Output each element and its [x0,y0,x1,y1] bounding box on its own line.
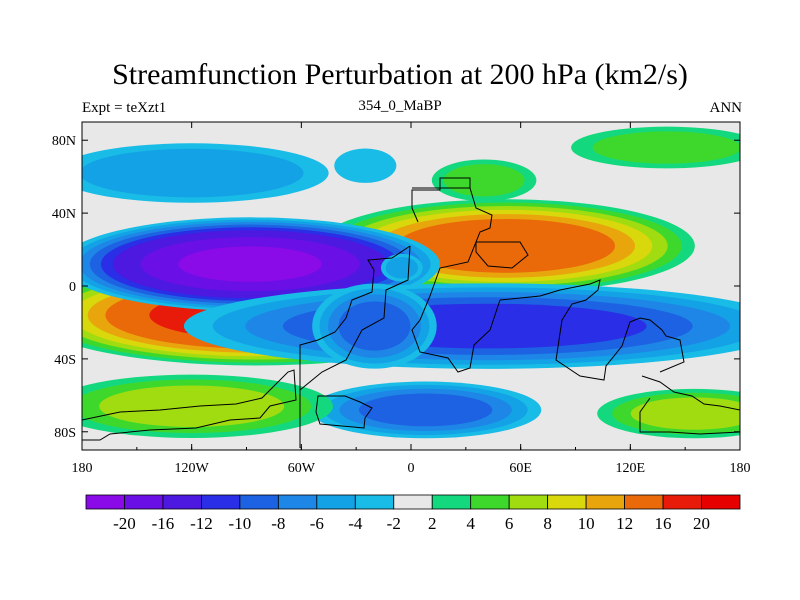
x-axis: 180 120W 60W 0 60E 120E 180 [72,122,751,476]
colorbar-box [239,494,279,510]
colorbar-box [162,494,202,510]
colorbar-label: 2 [428,514,437,533]
colorbar-box [662,494,702,510]
coastline-africa [411,187,501,373]
colorbar-box [431,494,472,510]
field-low-north-atlantic [334,148,397,183]
colorbar-label: -8 [271,514,285,533]
field-low-south-asia-indian [183,283,740,369]
coastline-south-asia [499,279,685,381]
coastline-antarctica-east [639,375,740,435]
x-tick-label: 180 [72,461,93,476]
colorbar-label: 6 [505,514,514,533]
contour-level [630,397,740,430]
contour-level [99,385,285,428]
colorbar-box [393,494,433,510]
colorbar-label: 8 [543,514,552,533]
experiment-label: Expt = teXzt1 [82,100,167,116]
contour-fields [82,126,740,439]
colorbar-box [470,494,510,510]
contour-level [385,257,419,279]
field-high-europe [431,159,537,202]
contour-level [358,393,493,427]
coastline-antarctica-west [82,369,297,441]
coastline-southern-island [315,395,373,429]
colorbar-label: 20 [693,514,710,533]
colorbar-label: -12 [190,514,213,533]
colorbar-box [624,494,664,510]
colorbar-box [316,494,356,510]
coastline-south-america-east [299,245,411,391]
x-tick-label: 60W [288,461,316,476]
coastline-eurasia [411,177,529,269]
colorbar-label: -6 [310,514,324,533]
colorbar-box [547,494,587,510]
coastline-americas [299,245,411,448]
field-low-north-pacific [82,143,329,203]
x-tick-label: 0 [408,461,415,476]
y-axis: 80N 40N 0 40S 80S [52,134,740,441]
contour-level [334,148,397,183]
field-low-equatorial-west [380,253,423,282]
colorbar-box [201,494,241,510]
colorbar-box [124,494,164,510]
colorbar-label: 16 [655,514,672,533]
x-tick-label: 180 [730,461,751,476]
coastline-outlines [82,177,740,448]
contour-level [592,131,740,164]
colorbar-box [277,494,318,510]
contour-level [338,301,411,351]
colorbar-box [508,494,549,510]
period-label: 354_0_MaBP [358,98,442,114]
contour-level [178,246,322,282]
colorbar-label: -20 [113,514,136,533]
x-tick-label: 60E [509,461,532,476]
colorbar-box [85,494,125,510]
y-tick-label: 80S [54,426,76,441]
field-low-atlantic-south [312,283,437,369]
colorbar-label: 12 [616,514,633,533]
colorbar-label: 10 [578,514,595,533]
y-tick-label: 40N [52,207,76,222]
y-tick-label: 40S [54,353,76,368]
x-tick-label: 120W [175,461,210,476]
field-low-pacific-north [82,217,440,311]
colorbar-box [354,494,395,510]
chart-title: Streamfunction Perturbation at 200 hPa (… [112,58,688,91]
colorbar-box [701,494,741,510]
field-high-south-east [597,388,740,439]
colorbar-label: 4 [466,514,475,533]
contour-level [397,219,616,273]
contour-level [82,148,304,198]
field-low-southern-ocean [309,381,542,439]
colorbar: -20 -16 -12 -10 -8 -6 -4 -2 2 4 6 8 10 12 16 20 [85,494,741,533]
colorbar-label: -2 [387,514,401,533]
field-high-arctic [571,126,740,169]
colorbar-label: -10 [229,514,252,533]
y-tick-label: 0 [69,280,76,295]
colorbar-label: -4 [348,514,363,533]
contour-level [443,164,525,197]
y-tick-label: 80N [52,134,76,149]
x-tick-label: 120E [616,461,646,476]
colorbar-box [585,494,625,510]
season-label: ANN [709,100,743,116]
colorbar-label: -16 [152,514,175,533]
